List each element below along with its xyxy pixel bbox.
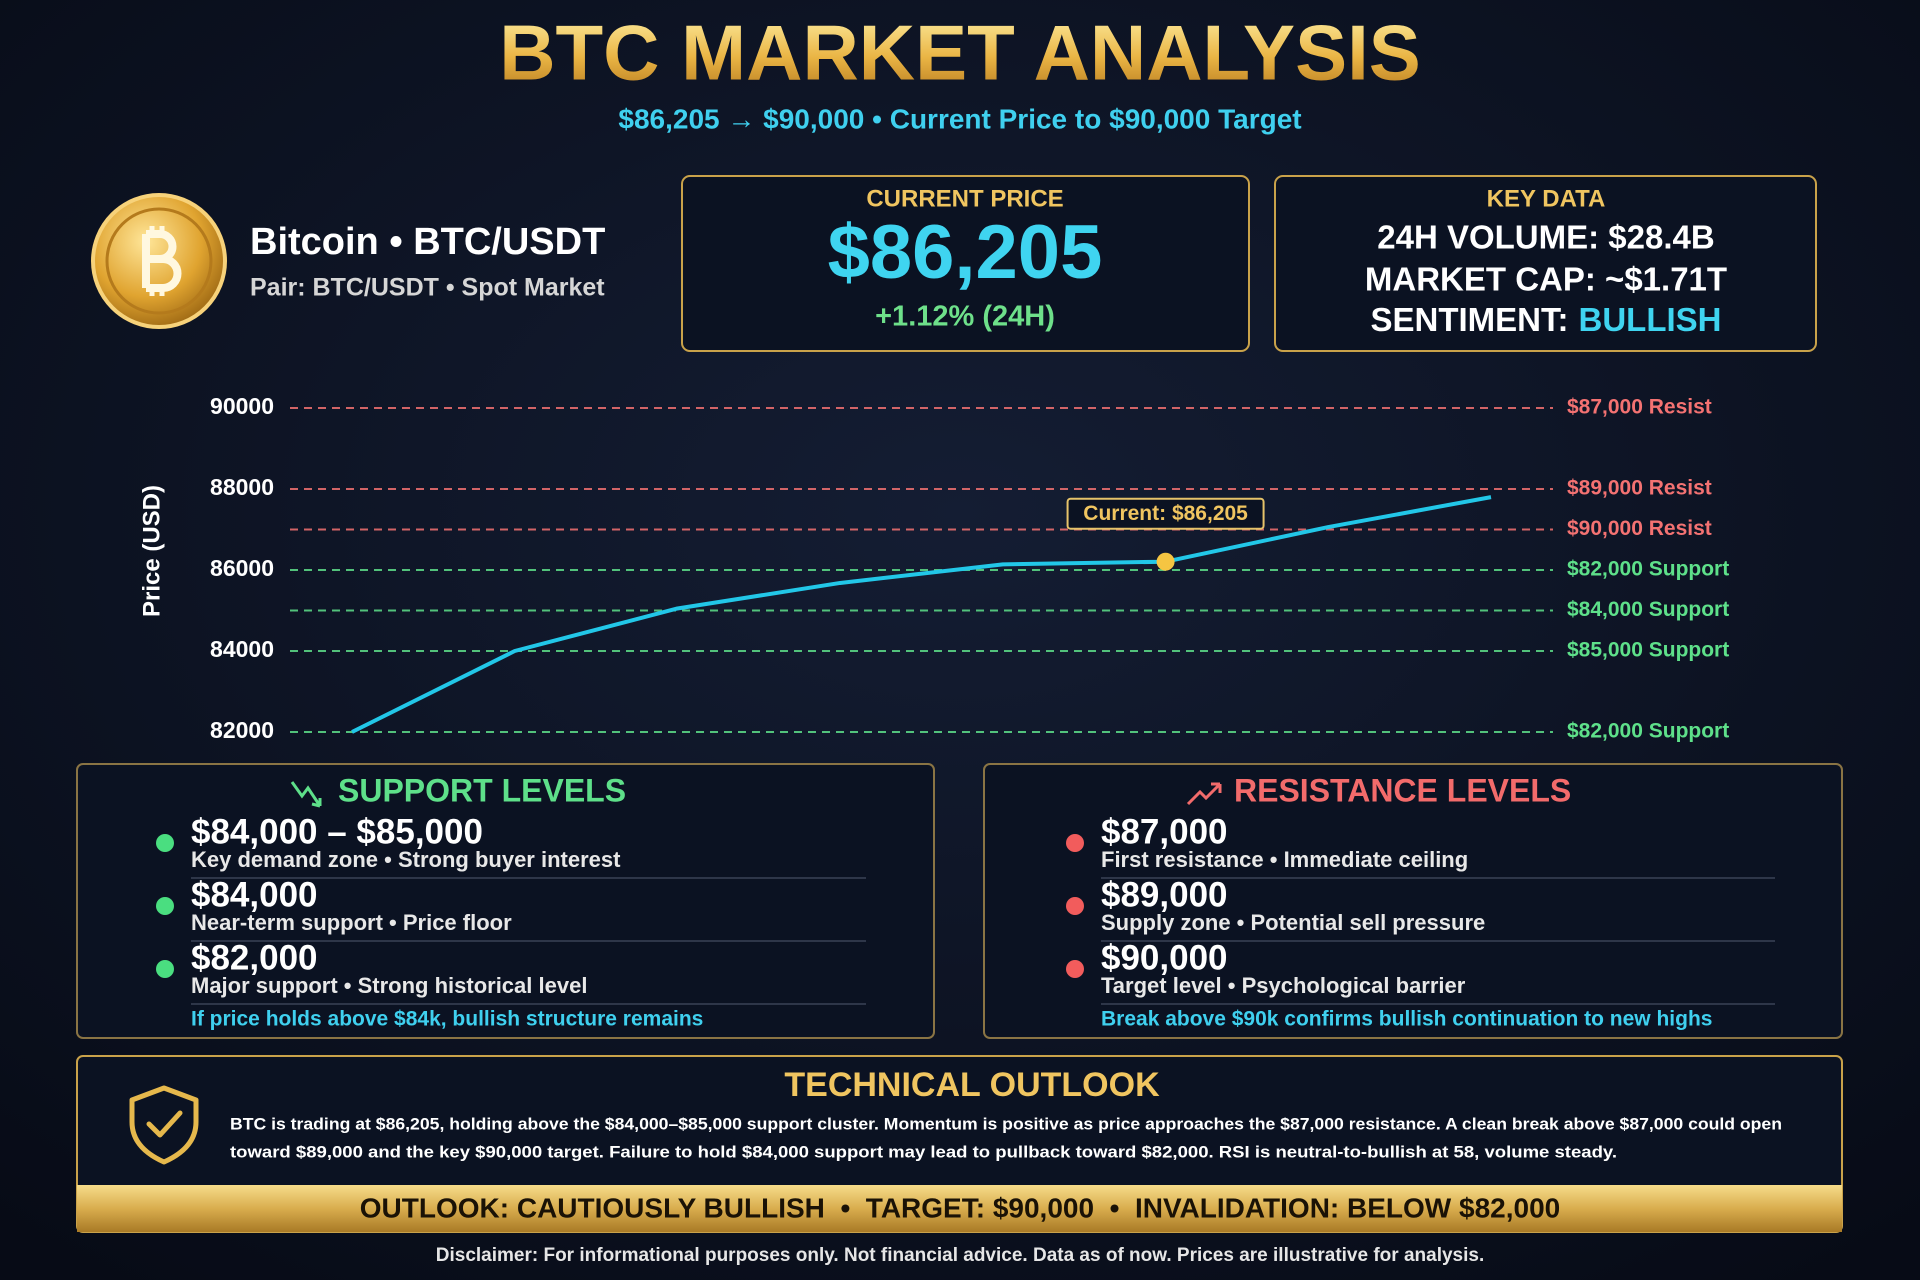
market-cap: MARKET CAP: ~$1.71T [1365, 261, 1727, 298]
outlook-line: toward $89,000 and the key $90,000 targe… [230, 1142, 1617, 1161]
outlook-summary: OUTLOOK: CAUTIOUSLY BULLISH • TARGET: $9… [360, 1192, 1560, 1223]
level-price: $89,000 [1101, 875, 1228, 914]
subtitle: $86,205 → $90,000 • Current Price to $90… [618, 103, 1301, 134]
y-tick-label: 82000 [210, 717, 274, 743]
level-price: $90,000 [1101, 938, 1228, 977]
volume: 24H VOLUME: $28.4B [1377, 219, 1714, 256]
sentiment: SENTIMENT: BULLISH [1371, 301, 1722, 338]
asset-pair: Pair: BTC/USDT • Spot Market [250, 274, 605, 302]
key-data-card [1274, 175, 1817, 352]
disclaimer: Disclaimer: For informational purposes o… [436, 1245, 1484, 1266]
price-chart: Price (USD) 82000 84000 86000 88000 90000 $87… [138, 393, 1729, 743]
annotation-box [1066, 497, 1265, 530]
bullet [156, 897, 174, 915]
level-price: $82,000 [191, 938, 318, 977]
level-label: $87,000 Resist [1567, 396, 1712, 419]
panel-title: SUPPORT LEVELS [338, 772, 626, 808]
level-desc: Target level • Psychological barrier [1101, 973, 1466, 998]
bullet [156, 834, 174, 852]
bullet [1066, 897, 1084, 915]
y-tick-label: 84000 [210, 636, 274, 662]
shield-icon [129, 1085, 199, 1165]
resistance-panel [983, 763, 1843, 1039]
price-line [351, 495, 1492, 734]
level-price: $87,000 [1101, 812, 1228, 851]
bullet [1066, 834, 1084, 852]
annotation-text: Current: $86,205 [1083, 502, 1248, 525]
level-label: $90,000 Resist [1567, 517, 1712, 540]
y-tick-label: 90000 [210, 393, 274, 419]
current-point [1156, 552, 1175, 571]
panel-note: If price holds above $84k, bullish struc… [191, 1008, 703, 1031]
support-panel [76, 763, 935, 1039]
bullet [156, 960, 174, 978]
level-label: $82,000 Support [1567, 720, 1729, 743]
sentiment-label: SENTIMENT: [1371, 301, 1569, 338]
outlook-line: BTC is trading at $86,205, holding above… [230, 1114, 1782, 1133]
level-desc: Supply zone • Potential sell pressure [1101, 910, 1485, 935]
y-axis-label: Price (USD) [138, 485, 165, 617]
price-change: +1.12% (24H) [875, 301, 1055, 333]
level-desc: Key demand zone • Strong buyer interest [191, 847, 621, 872]
level-label: $85,000 Support [1567, 639, 1729, 662]
price-value: $86,205 [828, 210, 1103, 295]
level-label: $82,000 Support [1567, 558, 1729, 581]
panel-note: Break above $90k confirms bullish contin… [1101, 1008, 1712, 1031]
level-desc: Near-term support • Price floor [191, 910, 512, 935]
level-desc: Major support • Strong historical level [191, 973, 587, 998]
y-tick-label: 88000 [210, 474, 274, 500]
bullet [1066, 960, 1084, 978]
panel-title: RESISTANCE LEVELS [1234, 772, 1571, 808]
outlook-bar [77, 1185, 1842, 1232]
bitcoin-coin [91, 193, 227, 329]
level-desc: First resistance • Immediate ceiling [1101, 847, 1468, 872]
title: BTC MARKET ANALYSIS [499, 9, 1421, 97]
level-label: $84,000 Support [1567, 598, 1729, 621]
sentiment-value: BULLISH [1579, 301, 1722, 338]
outlook-title: TECHNICAL OUTLOOK [784, 1066, 1160, 1104]
asset-name: Bitcoin • BTC/USDT [250, 221, 605, 263]
level-label: $89,000 Resist [1567, 477, 1712, 500]
resistance-icon [1186, 782, 1222, 806]
support-icon [290, 781, 322, 808]
y-tick-label: 86000 [210, 555, 274, 581]
level-price: $84,000 [191, 875, 318, 914]
key-data-title: KEY DATA [1487, 185, 1606, 212]
level-price: $84,000 – $85,000 [191, 812, 483, 851]
price-label: CURRENT PRICE [866, 185, 1063, 212]
annotation: Current: $86,205 [1066, 497, 1265, 530]
price-card [681, 175, 1250, 352]
